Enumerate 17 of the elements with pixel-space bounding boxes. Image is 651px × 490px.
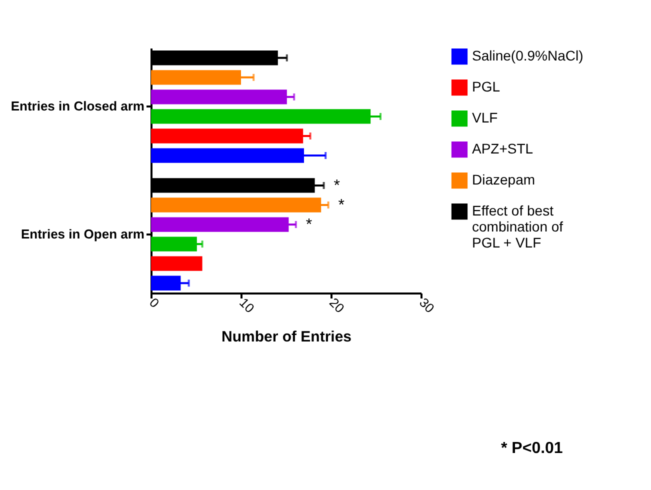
x-tick-label: 20 bbox=[326, 294, 348, 316]
legend-label: APZ+STL bbox=[472, 140, 534, 156]
legend-label: Saline(0.9%NaCl) bbox=[472, 48, 584, 64]
x-tick-label: 0 bbox=[146, 294, 162, 311]
x-tick-label: 10 bbox=[236, 294, 258, 316]
data-label: * bbox=[334, 177, 340, 194]
y-tick-label: Entries in Open arm bbox=[20, 226, 144, 242]
legend-label: Diazepam bbox=[472, 172, 536, 188]
x-tick-label: 30 bbox=[416, 294, 438, 316]
x-axis-title: Number of Entries bbox=[221, 328, 352, 346]
y-tick-label: Entries in Closed arm bbox=[10, 98, 144, 114]
data-label: * bbox=[306, 216, 312, 234]
data-label: * bbox=[338, 197, 345, 214]
legend-label: PGL bbox=[472, 78, 500, 94]
text: * P<0.01 bbox=[501, 440, 563, 457]
legend-label: VLF bbox=[472, 110, 498, 126]
legend-label: Effect of best combination of PGL + VLF bbox=[472, 202, 564, 250]
